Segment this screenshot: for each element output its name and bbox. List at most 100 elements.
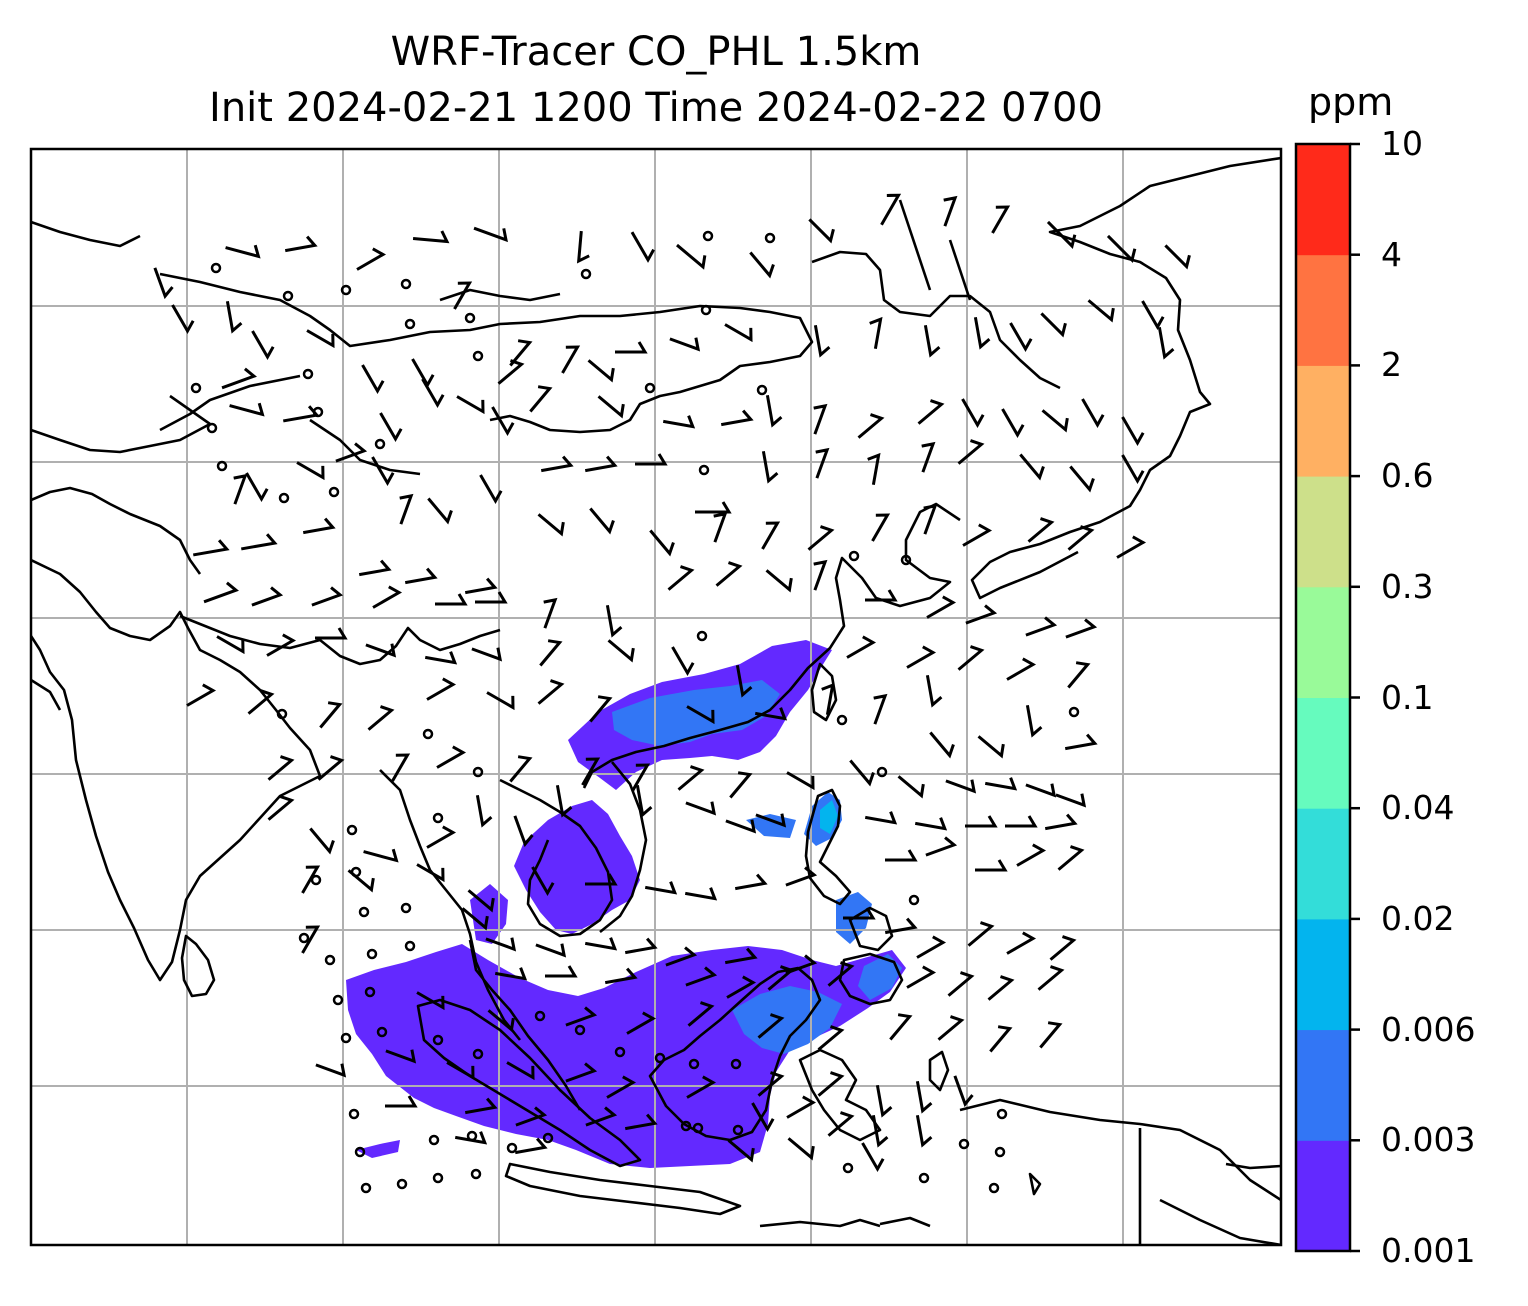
wind-barb-shaft [861, 1142, 885, 1173]
wind-barb [399, 493, 414, 525]
wind-barb-shaft [391, 753, 411, 782]
calm-wind-marker [472, 350, 484, 362]
wind-barb [311, 586, 344, 607]
wind-barb [864, 811, 898, 825]
wind-barb [1044, 813, 1078, 831]
wind-barb [1064, 733, 1098, 751]
coastline-segment [848, 906, 894, 952]
wind-barb [957, 645, 985, 671]
wind-barb [785, 954, 818, 975]
wind-barb-shaft [315, 1063, 347, 1078]
calm-wind-marker [696, 630, 708, 642]
wind-barb [727, 1139, 755, 1163]
wind-barb-shaft [1037, 965, 1065, 991]
wind-barb-shaft [1065, 618, 1098, 639]
colorbar-segment [1296, 365, 1350, 477]
wind-barb [1046, 220, 1077, 249]
wind-barb-shaft [857, 413, 885, 439]
wind-barb-shaft [984, 777, 1018, 791]
colorbar-tick-label: 0.006 [1381, 1009, 1476, 1049]
wind-barb [686, 705, 715, 725]
coastline-segment [948, 239, 972, 301]
calm-wind-marker [298, 932, 310, 944]
wind-barb [604, 967, 638, 985]
wind-barb [540, 455, 574, 473]
wind-barb [807, 525, 835, 551]
calm-wind-marker [400, 278, 412, 290]
colorbar-tick-label: 0.02 [1381, 898, 1455, 938]
wind-barb [813, 324, 831, 358]
wind-barb-shaft [216, 635, 245, 655]
wind-barb [926, 595, 957, 619]
wind-barb-shaft [605, 604, 623, 638]
wind-barb [754, 707, 788, 721]
wind-barb [808, 218, 835, 244]
wind-barb-shaft [365, 643, 397, 658]
calm-wind-marker [836, 714, 848, 726]
wind-barb [216, 635, 245, 655]
wind-barb-shaft [685, 801, 717, 816]
wind-barb-shaft [597, 395, 625, 419]
coastline-segment [31, 678, 62, 711]
wind-barb [962, 523, 993, 547]
calm-wind-marker [364, 986, 376, 998]
wind-barb [880, 193, 902, 226]
wind-barb-shaft [581, 757, 601, 786]
coastline-segment [179, 614, 501, 666]
wind-barb-shaft [311, 586, 344, 607]
colorbar-tick-label: 10 [1381, 124, 1423, 163]
wind-barb [309, 827, 335, 855]
wind-barb [734, 873, 768, 891]
calm-wind-marker [692, 1122, 704, 1134]
wind-barb [1025, 616, 1058, 637]
wind-barb [897, 775, 925, 799]
wind-barb-shaft [240, 533, 278, 551]
wind-barb [467, 889, 495, 913]
wind-barb-shaft [695, 501, 732, 514]
wind-barb [884, 917, 918, 935]
wind-barb-shaft [846, 635, 877, 659]
wind-barb [245, 472, 269, 503]
wind-barb [315, 1063, 347, 1078]
wind-barb-shaft [358, 559, 392, 577]
wind-barb [1027, 517, 1055, 543]
wind-barb [456, 395, 485, 415]
wind-barb [537, 513, 565, 537]
wind-barb-shaft [1009, 322, 1033, 353]
wind-barb-shaft [906, 645, 937, 669]
wind-barb [1040, 312, 1067, 338]
colorbar-tick-label: 4 [1381, 234, 1402, 274]
wind-barb-shaft [943, 195, 958, 227]
wind-barb [347, 869, 375, 893]
wind-barb [630, 231, 655, 263]
calm-wind-marker [730, 1058, 742, 1070]
wind-barb [192, 539, 230, 557]
wind-barb [1025, 783, 1057, 798]
wind-barb-shaft [565, 1006, 598, 1027]
coastline-segment [1159, 1198, 1281, 1245]
coastline-segment [499, 778, 614, 938]
wind-barb-shaft [317, 755, 345, 781]
wind-barb [319, 701, 343, 729]
wind-barb [1121, 454, 1145, 485]
wind-barb-shaft [1001, 408, 1025, 439]
wind-barb-shaft [662, 415, 696, 429]
wind-barb [921, 441, 936, 473]
wind-barb [761, 450, 779, 484]
wind-barb-shaft [446, 1061, 475, 1081]
wind-barb-shaft [537, 513, 565, 537]
wind-barb [427, 497, 453, 525]
wind-barb [906, 645, 937, 669]
calm-wind-marker [302, 368, 314, 380]
wind-barb [671, 646, 695, 677]
wind-barb [786, 771, 815, 791]
wind-barb-shaft [1019, 453, 1045, 481]
coastline-segment [180, 934, 216, 998]
calm-wind-marker [900, 554, 912, 566]
wind-barb-shaft [965, 815, 998, 828]
calm-wind-marker [756, 384, 768, 396]
wind-barb [1009, 322, 1033, 353]
wind-barb-shaft [724, 323, 753, 343]
wind-barb [365, 643, 397, 658]
